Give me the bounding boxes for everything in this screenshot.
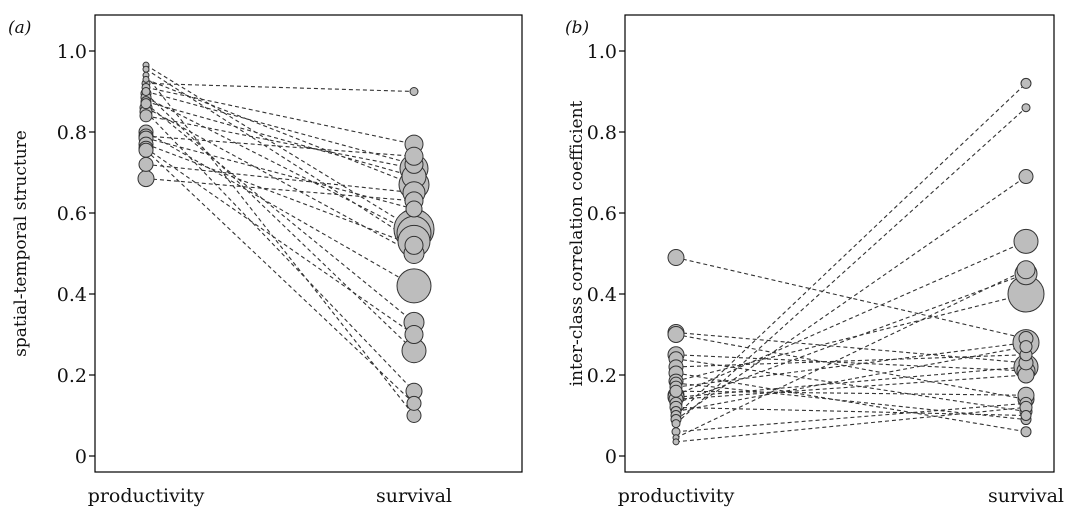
pair-line (146, 150, 414, 403)
x-category-label-productivity: productivity (618, 485, 735, 507)
productivity-point (672, 420, 680, 428)
survival-point (1021, 427, 1031, 437)
y-axis-b: 0 0.2 0.4 0.6 0.8 1.0 (587, 41, 625, 468)
x-category-label-survival: survival (376, 485, 452, 507)
pair-line (146, 144, 414, 245)
y-tick-label: 1.0 (587, 41, 617, 63)
pair-line (146, 75, 414, 415)
panel-a: (a) 0 0.2 0.4 0.6 0.8 1.0 spatial-temporal stru… (8, 15, 522, 507)
y-tick-label: 0.6 (587, 203, 617, 225)
survival-point (405, 147, 423, 165)
productivity-point (139, 143, 153, 157)
survival-point (1017, 261, 1035, 279)
productivity-point (139, 157, 153, 171)
y-tick-label: 1.0 (57, 41, 87, 63)
pair-line (676, 335, 1026, 400)
pair-line (676, 403, 1026, 431)
survival-point (410, 88, 418, 96)
survival-point (406, 201, 422, 217)
pair-lines-b (676, 83, 1026, 441)
survival-point (1019, 170, 1033, 184)
pair-line (676, 332, 1026, 362)
productivity-point (668, 327, 684, 343)
survival-point (1021, 78, 1031, 88)
productivity-point (670, 385, 682, 397)
pair-line (676, 83, 1026, 415)
y-tick-label: 0 (605, 446, 617, 468)
y-tick-label: 0 (75, 446, 87, 468)
pair-line (146, 83, 414, 91)
pair-line (146, 87, 414, 144)
y-axis-a: 0 0.2 0.4 0.6 0.8 1.0 (57, 41, 95, 468)
survival-point (397, 269, 431, 303)
survival-point (407, 396, 421, 410)
pair-line (146, 98, 414, 234)
pair-line (146, 94, 414, 351)
y-tick-label: 0.2 (587, 365, 617, 387)
pair-line (146, 132, 414, 286)
pair-line (146, 164, 414, 192)
points-a (138, 62, 434, 422)
y-tick-label: 0.6 (57, 203, 87, 225)
survival-point (1014, 229, 1038, 253)
pair-line (146, 112, 414, 391)
survival-point (405, 236, 423, 254)
y-tick-label: 0.4 (587, 284, 617, 306)
pair-line (146, 179, 414, 201)
y-axis-label-b: inter-class correlation coefficient (567, 100, 587, 386)
y-tick-label: 0.8 (587, 122, 617, 144)
x-category-label-productivity: productivity (88, 485, 205, 507)
y-axis-label-a: spatial-temporal structure (11, 130, 31, 357)
productivity-point (673, 439, 679, 445)
pair-line (146, 116, 414, 169)
y-tick-label: 0.8 (57, 122, 87, 144)
survival-point (1022, 104, 1030, 112)
productivity-point (668, 250, 684, 266)
panel-b-letter: (b) (565, 18, 589, 38)
pair-line (676, 241, 1026, 395)
y-tick-label: 0.2 (57, 365, 87, 387)
panel-b: (b) 0 0.2 0.4 0.6 0.8 1.0 inter-class correlati… (565, 15, 1064, 507)
productivity-point (141, 99, 151, 109)
panel-a-letter: (a) (8, 18, 31, 38)
pair-line (676, 177, 1026, 420)
pair-line (146, 108, 414, 254)
points-b (668, 78, 1044, 444)
productivity-point (143, 66, 149, 72)
survival-point (1021, 411, 1031, 421)
pair-line (676, 407, 1026, 415)
productivity-point (142, 88, 150, 96)
pair-line (146, 148, 414, 334)
plot-frame-a (95, 15, 522, 472)
survival-point (1020, 341, 1032, 353)
pair-line (676, 274, 1026, 404)
pair-lines-a (146, 65, 414, 415)
pair-line (676, 355, 1026, 371)
pair-line (146, 138, 414, 209)
survival-point (405, 326, 423, 344)
pair-line (676, 108, 1026, 424)
pair-line (146, 79, 414, 184)
productivity-point (138, 171, 154, 187)
productivity-point (140, 110, 152, 122)
y-tick-label: 0.4 (57, 284, 87, 306)
x-category-label-survival: survival (988, 485, 1064, 507)
productivity-point (143, 76, 149, 82)
pair-line (676, 270, 1026, 438)
